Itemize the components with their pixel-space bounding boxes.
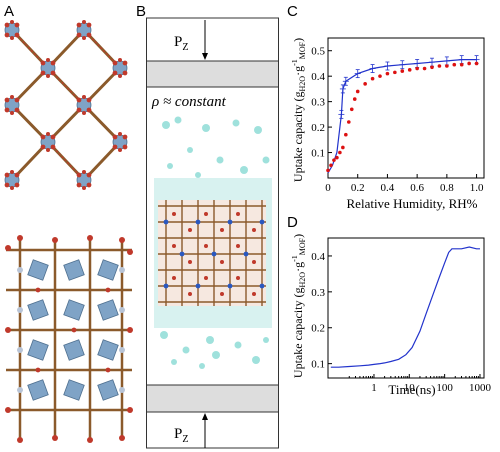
panel-label-c: C (287, 3, 298, 20)
x-axis-label: Time(ns) (388, 382, 435, 397)
x-tick-label: 0.4 (381, 182, 395, 194)
x-tick-label: 0.2 (351, 182, 365, 194)
plot-frame (327, 37, 485, 179)
panel-a-structures (4, 19, 134, 443)
density-label: ρ ≈ constant (151, 94, 227, 110)
y-tick-label: 0.3 (311, 97, 325, 109)
data-point (430, 65, 434, 70)
data-point (329, 163, 333, 168)
data-point (326, 168, 330, 173)
x-tick-label: 0.6 (410, 182, 424, 194)
data-point (344, 132, 348, 137)
panel-label-a: A (4, 3, 15, 20)
data-point (363, 82, 367, 86)
data-point (347, 120, 351, 124)
data-point (393, 70, 397, 75)
y-tick-label: 0.3 (311, 287, 325, 299)
y-tick-label: 0.1 (311, 359, 325, 371)
data-point (355, 89, 360, 94)
panel-c-chart: 0 0.2 0.4 0.6 0.8 1.0 0.1 0.2 0.3 0.4 0.5 Relative… (292, 37, 485, 211)
data-point (341, 145, 345, 150)
structure-bottom (4, 232, 134, 443)
data-point (332, 158, 336, 162)
x-tick-label: 0 (325, 182, 331, 194)
data-point (452, 62, 457, 67)
data-point (445, 64, 449, 68)
panel-b-simulation: PZ ρ ≈ constant PZ (146, 17, 279, 449)
x-tick-label: 1000 (469, 382, 492, 394)
x-axis-label: Relative Humidity, RH% (347, 196, 478, 211)
y-axis-label: Uptake capacity (gH2O·g-1MOF) (292, 38, 307, 182)
data-point (378, 74, 382, 78)
data-point (385, 71, 390, 76)
panel-label-d: D (287, 214, 298, 231)
data-point (370, 76, 375, 81)
x-tick-label: 10 (404, 382, 416, 394)
y-axis-label: Uptake capacity (gH2O·g-1MOF) (292, 234, 307, 378)
data-point (415, 66, 419, 71)
y-tick-label: 0.5 (311, 46, 325, 58)
bottom-piston (146, 384, 279, 413)
bottom-force-label: PZ (174, 426, 188, 445)
data-point (407, 68, 412, 72)
y-tick-label: 0.2 (311, 122, 325, 134)
y-tick-label: 0.2 (311, 323, 325, 335)
x-tick-label: 1.0 (470, 182, 484, 194)
data-point (349, 107, 354, 112)
water-molecules (160, 116, 270, 369)
top-piston (146, 60, 279, 88)
series-line (330, 246, 480, 368)
data-point (352, 97, 357, 101)
top-force-label: PZ (174, 34, 188, 53)
x-tick-label: 100 (436, 382, 453, 394)
data-point (338, 150, 342, 155)
structure-top (4, 19, 128, 191)
x-tick-label: 0.8 (440, 182, 454, 194)
plot-frame (327, 237, 485, 379)
data-point (400, 69, 405, 73)
data-point (459, 62, 464, 67)
y-tick-label: 0.4 (311, 71, 325, 83)
panel-label-b: B (136, 3, 147, 20)
x-tick-label: 1 (371, 382, 377, 394)
y-tick-label: 0.4 (311, 251, 325, 263)
series-line (327, 58, 477, 174)
data-point (474, 61, 479, 66)
mof-slab (158, 200, 266, 306)
y-tick-label: 0.1 (311, 148, 325, 160)
data-point (335, 155, 339, 160)
data-point (437, 64, 442, 68)
panel-d-chart: 1 10 100 1000 0.1 0.2 0.3 0.4 Time(ns) Uptake c… (292, 234, 492, 397)
data-point (467, 61, 471, 66)
data-point (422, 66, 427, 71)
